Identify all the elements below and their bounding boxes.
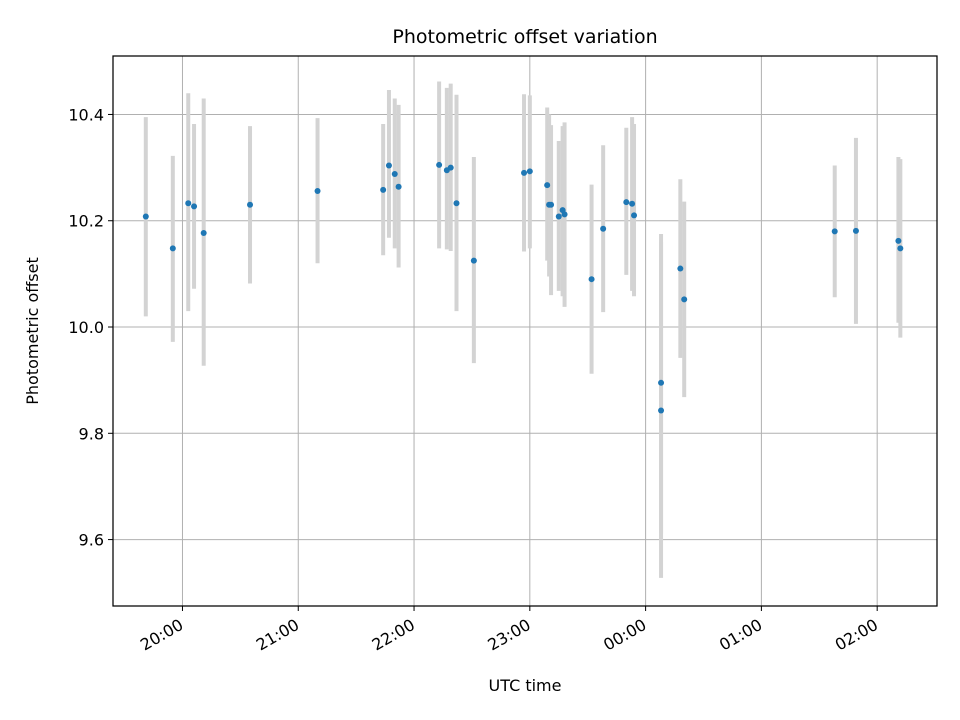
data-point xyxy=(185,200,192,207)
y-tick-label: 9.6 xyxy=(79,531,104,550)
data-point xyxy=(588,276,595,283)
y-tick-label: 10.0 xyxy=(68,318,104,337)
data-point xyxy=(395,183,402,190)
data-point xyxy=(895,237,902,244)
data-points xyxy=(142,161,904,414)
data-point xyxy=(658,407,665,414)
data-point xyxy=(521,169,528,176)
data-point xyxy=(897,245,904,252)
data-point xyxy=(453,200,460,207)
data-point xyxy=(385,162,392,169)
y-tick-label: 10.2 xyxy=(68,212,104,231)
data-point xyxy=(436,161,443,168)
x-axis-label: UTC time xyxy=(489,676,562,695)
data-point xyxy=(544,182,551,189)
data-point xyxy=(191,203,198,210)
data-point xyxy=(169,245,176,252)
data-point xyxy=(380,186,387,193)
data-point xyxy=(247,201,254,208)
data-point xyxy=(623,199,630,206)
data-point xyxy=(631,212,638,219)
data-point xyxy=(200,229,207,236)
y-axis-ticks: 9.6 9.8 10.0 10.2 10.4 xyxy=(68,105,113,550)
data-point xyxy=(470,257,477,264)
data-point xyxy=(555,213,562,220)
data-point xyxy=(677,265,684,272)
data-point xyxy=(142,213,149,220)
y-tick-label: 9.8 xyxy=(79,424,104,443)
data-point xyxy=(526,168,533,175)
data-point xyxy=(629,200,636,207)
y-axis-label: Photometric offset xyxy=(23,257,42,405)
data-point xyxy=(391,170,398,177)
data-point xyxy=(831,228,838,235)
data-point xyxy=(681,296,688,303)
data-point xyxy=(561,211,568,218)
data-point xyxy=(314,187,321,194)
data-point xyxy=(600,225,607,232)
y-tick-label: 10.4 xyxy=(68,105,104,124)
data-point xyxy=(447,164,454,171)
data-point xyxy=(548,201,555,208)
plot-frame xyxy=(112,55,938,607)
data-point xyxy=(658,379,665,386)
data-point xyxy=(852,227,859,234)
chart-title: Photometric offset variation xyxy=(392,26,657,48)
